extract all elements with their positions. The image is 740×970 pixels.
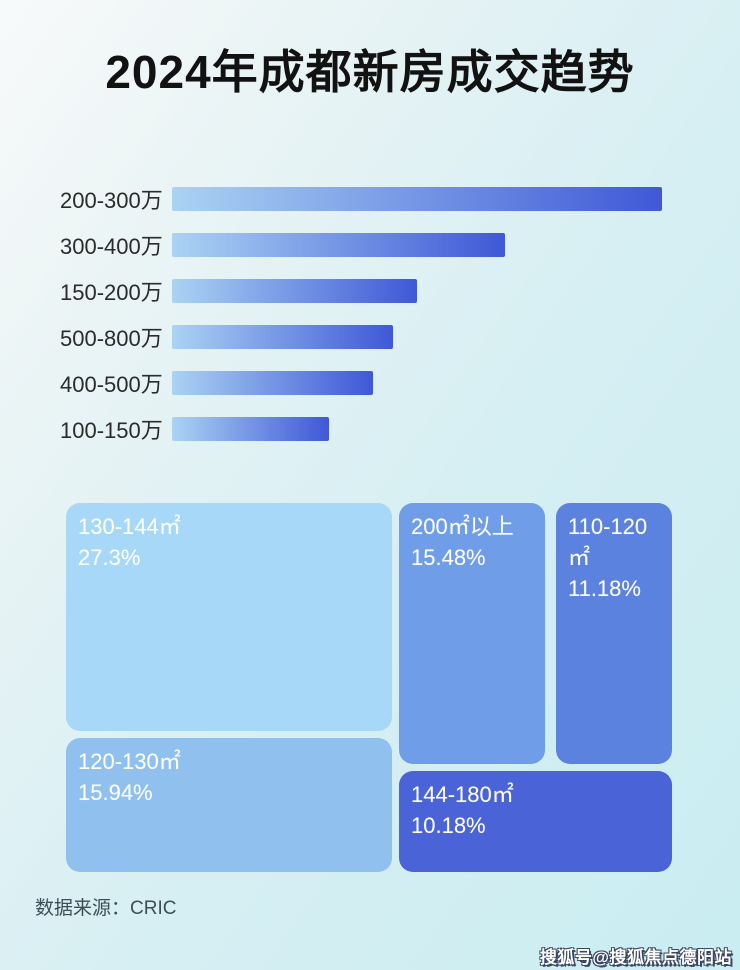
treemap-block-value: 11.18% <box>568 576 641 601</box>
treemap-block: 144-180㎡ 10.18% <box>399 771 672 872</box>
bar-row: 500-800万 <box>60 325 680 351</box>
data-source-label: 数据来源：CRIC <box>35 898 177 919</box>
treemap-block-label: 200㎡以上 <box>411 514 514 539</box>
price-bar <box>172 279 417 303</box>
bar-row: 400-500万 <box>60 371 680 397</box>
treemap-block-label: 110-120㎡ <box>568 514 648 570</box>
bar-category-label: 150-200万 <box>60 280 163 305</box>
treemap-block: 120-130㎡ 15.94% <box>66 738 392 872</box>
page-title: 2024年成都新房成交趋势 <box>105 46 635 98</box>
treemap-block-label: 120-130㎡ <box>78 749 181 774</box>
treemap-block-text: 120-130㎡ 15.94% <box>66 738 392 816</box>
treemap-block-value: 10.18% <box>411 813 486 838</box>
bar-row: 150-200万 <box>60 279 680 305</box>
price-bar <box>172 371 373 395</box>
treemap-block-value: 27.3% <box>78 545 141 570</box>
bar-category-label: 400-500万 <box>60 372 163 397</box>
treemap-block-text: 144-180㎡ 10.18% <box>399 771 672 849</box>
price-bar <box>172 187 662 211</box>
price-bar <box>172 325 393 349</box>
treemap-block: 130-144㎡ 27.3% <box>66 503 392 731</box>
bar-category-label: 100-150万 <box>60 418 163 443</box>
treemap-block-value: 15.48% <box>411 545 486 570</box>
treemap-block-value: 15.94% <box>78 780 153 805</box>
treemap-block-label: 130-144㎡ <box>78 514 181 539</box>
price-bar <box>172 417 329 441</box>
price-bar <box>172 233 505 257</box>
bar-category-label: 200-300万 <box>60 188 163 213</box>
bar-row: 200-300万 <box>60 187 680 213</box>
treemap-block-text: 110-120㎡ 11.18% <box>556 503 672 612</box>
price-range-bar-chart: 200-300万 300-400万 150-200万 500-800万 400-500万… <box>60 187 680 463</box>
bar-category-label: 500-800万 <box>60 326 163 351</box>
treemap-block-label: 144-180㎡ <box>411 782 514 807</box>
treemap-block: 110-120㎡ 11.18% <box>556 503 672 764</box>
watermark-text: 搜狐号@搜狐焦点德阳站 <box>539 948 732 967</box>
bar-row: 300-400万 <box>60 233 680 259</box>
bar-category-label: 300-400万 <box>60 234 163 259</box>
bar-row: 100-150万 <box>60 417 680 443</box>
treemap-block: 200㎡以上 15.48% <box>399 503 545 764</box>
treemap-block-text: 130-144㎡ 27.3% <box>66 503 392 581</box>
treemap-block-text: 200㎡以上 15.48% <box>399 503 545 581</box>
